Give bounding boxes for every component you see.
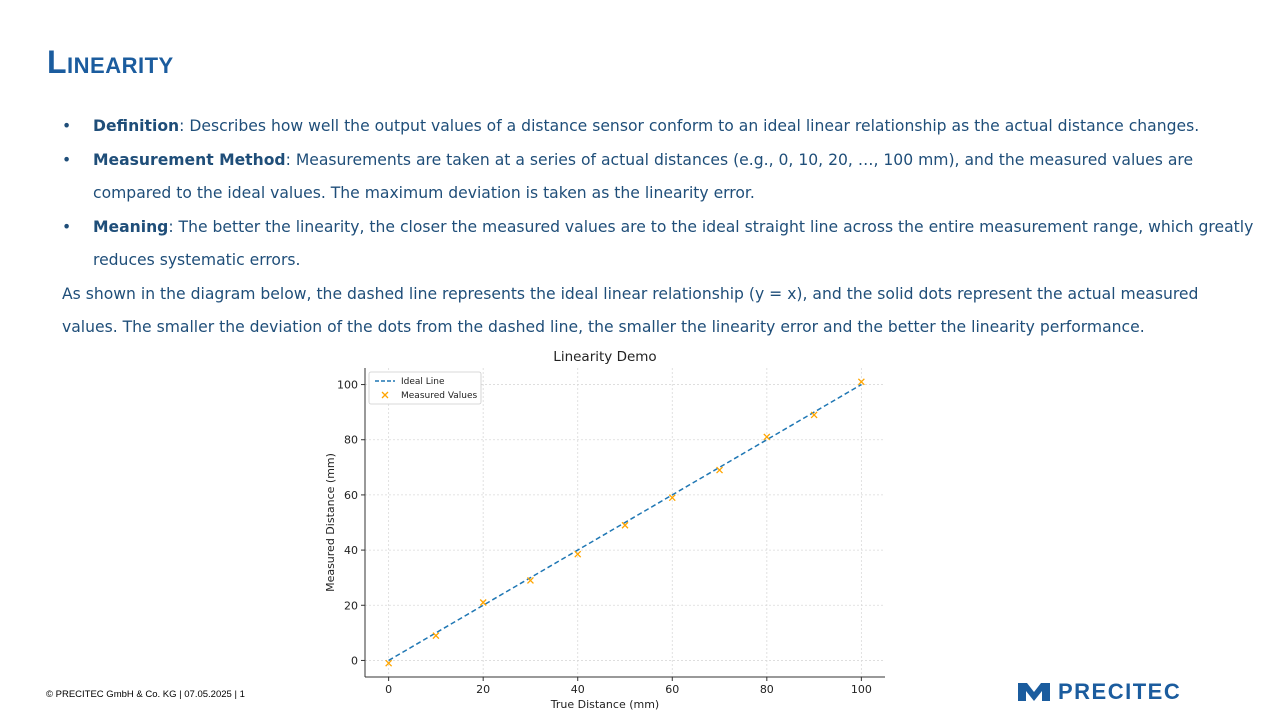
x-tick-label: 0 [385,683,392,696]
y-tick-label: 80 [344,434,358,447]
measured-point [810,411,818,419]
slide-body: • Definition: Describes how well the outp… [62,110,1257,345]
legend-measured-label: Measured Values [401,391,478,401]
bullet-term: Definition [93,117,180,135]
y-axis-label: Measured Distance (mm) [324,453,337,592]
bullet-definition: • Definition: Describes how well the outp… [62,110,1257,144]
ideal-line [388,383,862,662]
bullet-dot-icon: • [62,150,72,169]
bullet-text: : Describes how well the output values o… [179,117,1200,135]
bullet-dot-icon: • [62,217,72,236]
measured-point [526,576,534,584]
x-axis-label: True Distance (mm) [550,698,659,711]
legend-ideal-label: Ideal Line [401,377,445,387]
measured-point [668,494,676,502]
measured-point [385,659,393,667]
chart-svg: 0 20 40 60 80 100 0 20 40 60 80 100 Linearity Demo Tr… [324,349,885,711]
linearity-chart: 0 20 40 60 80 100 0 20 40 60 80 100 Linearity Demo Tr… [318,344,888,712]
measured-point [432,632,440,640]
precitec-logo-mark-icon [1018,683,1050,701]
bullet-meaning: • Meaning: The better the linearity, the … [62,211,1257,278]
bullet-list: • Definition: Describes how well the outp… [62,110,1257,278]
measured-point [621,521,629,529]
bullet-text: : Measurements are taken at a series of … [93,150,1194,203]
precitec-logo-text: PRECITEC [1058,679,1182,704]
measured-point [763,433,771,441]
y-tick-label: 40 [344,544,358,557]
legend-box [368,371,482,405]
footer-copyright: © PRECITEC GmbH & Co. KG | 07.05.2025 | … [46,689,245,700]
x-tick-label: 20 [476,683,490,696]
measured-point [574,550,582,558]
legend-measured-swatch [381,391,389,399]
precitec-logo: PRECITEC [1018,681,1181,703]
x-tick-label: 100 [851,683,872,696]
y-tick-label: 20 [344,599,358,612]
bullet-term: Meaning [93,217,169,236]
measured-point [716,466,724,474]
explanation-paragraph: As shown in the diagram below, the dashe… [62,284,1199,337]
chart-title: Linearity Demo [553,349,656,365]
measured-point [857,378,865,386]
bullet-text: : The better the linearity, the closer t… [93,217,1254,270]
measured-point [479,599,487,606]
slide-title: Linearity [47,44,174,80]
bullet-measurement-method: • Measurement Method: Measurements are ta… [62,144,1257,211]
y-tick-label: 0 [351,654,358,667]
bullet-dot-icon: • [62,117,72,135]
bullet-term: Measurement Method [93,150,286,169]
x-tick-label: 40 [571,683,585,696]
y-tick-label: 60 [344,489,358,502]
x-tick-label: 60 [665,683,679,696]
y-tick-label: 100 [337,379,358,392]
x-tick-label: 80 [760,683,774,696]
